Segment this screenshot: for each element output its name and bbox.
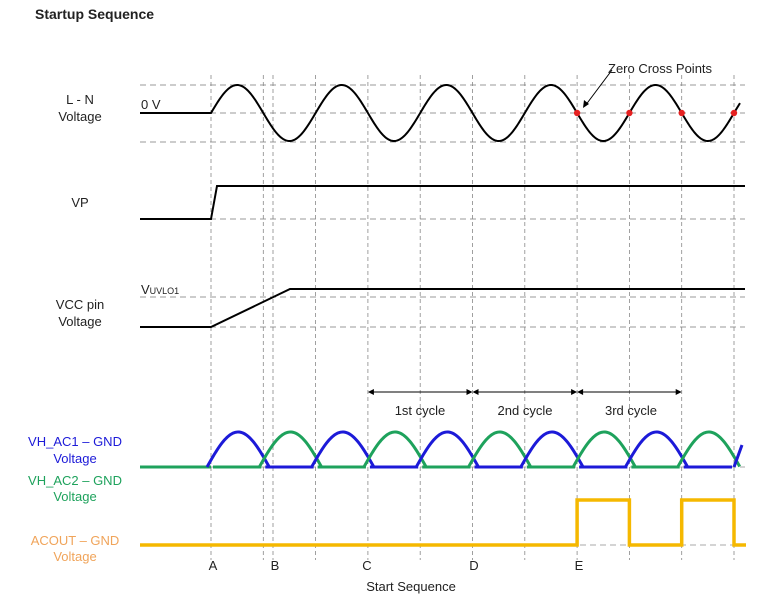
event-b: B xyxy=(271,558,280,573)
ac1-hump xyxy=(624,430,689,468)
ac2-hump xyxy=(676,430,742,468)
arrow-head-icon xyxy=(583,100,589,108)
ac2-hump xyxy=(571,430,637,468)
cycle-1-label: 1st cycle xyxy=(395,403,446,418)
vcc-label: VCC pin xyxy=(56,297,104,312)
zero-cross-point xyxy=(626,109,633,117)
title: Startup Sequence xyxy=(35,6,154,22)
vcc-label-2: Voltage xyxy=(58,314,101,329)
event-a: A xyxy=(209,558,218,573)
ac1-hump xyxy=(732,444,744,468)
vp-wave xyxy=(140,185,745,220)
vp-label: VP xyxy=(71,195,88,210)
cycle-2-label: 2nd cycle xyxy=(498,403,553,418)
zero-cross-point xyxy=(730,109,738,117)
ln-voltage-wave xyxy=(140,83,741,143)
x-axis-label: Start Sequence xyxy=(366,579,456,594)
ac2-label: VH_AC2 – GND xyxy=(28,473,122,488)
zero-cross-arrow xyxy=(584,69,613,107)
ln-label: L - N xyxy=(66,92,94,107)
ac1-hump xyxy=(519,430,585,468)
zero-cross-point xyxy=(573,109,581,117)
acout-label: ACOUT – GND xyxy=(31,533,120,548)
event-e: E xyxy=(575,558,584,573)
event-c: C xyxy=(362,558,371,573)
zero-cross-point xyxy=(678,109,685,117)
ac1-hump xyxy=(310,430,375,468)
zero-cross-annotation: Zero Cross Points xyxy=(608,61,713,76)
ac2-label-2: Voltage xyxy=(53,489,96,504)
ln-label-2: Voltage xyxy=(58,109,101,124)
ac2-hump xyxy=(467,430,532,468)
zero-volt-label: 0 V xyxy=(141,97,161,112)
cycle-3-label: 3rd cycle xyxy=(605,403,657,418)
acout-wave xyxy=(140,498,746,547)
ac1-hump xyxy=(414,430,480,468)
event-d: D xyxy=(469,558,478,573)
vcc-wave xyxy=(140,288,745,328)
ac2-hump xyxy=(257,430,323,468)
uvlo-label: VUVLO1 xyxy=(141,282,179,297)
ac1-hump xyxy=(205,430,271,468)
ac2-hump xyxy=(362,430,428,468)
ac1-label: VH_AC1 – GND xyxy=(28,434,122,449)
ac1-label-2: Voltage xyxy=(53,451,96,466)
acout-label-2: Voltage xyxy=(53,549,96,564)
